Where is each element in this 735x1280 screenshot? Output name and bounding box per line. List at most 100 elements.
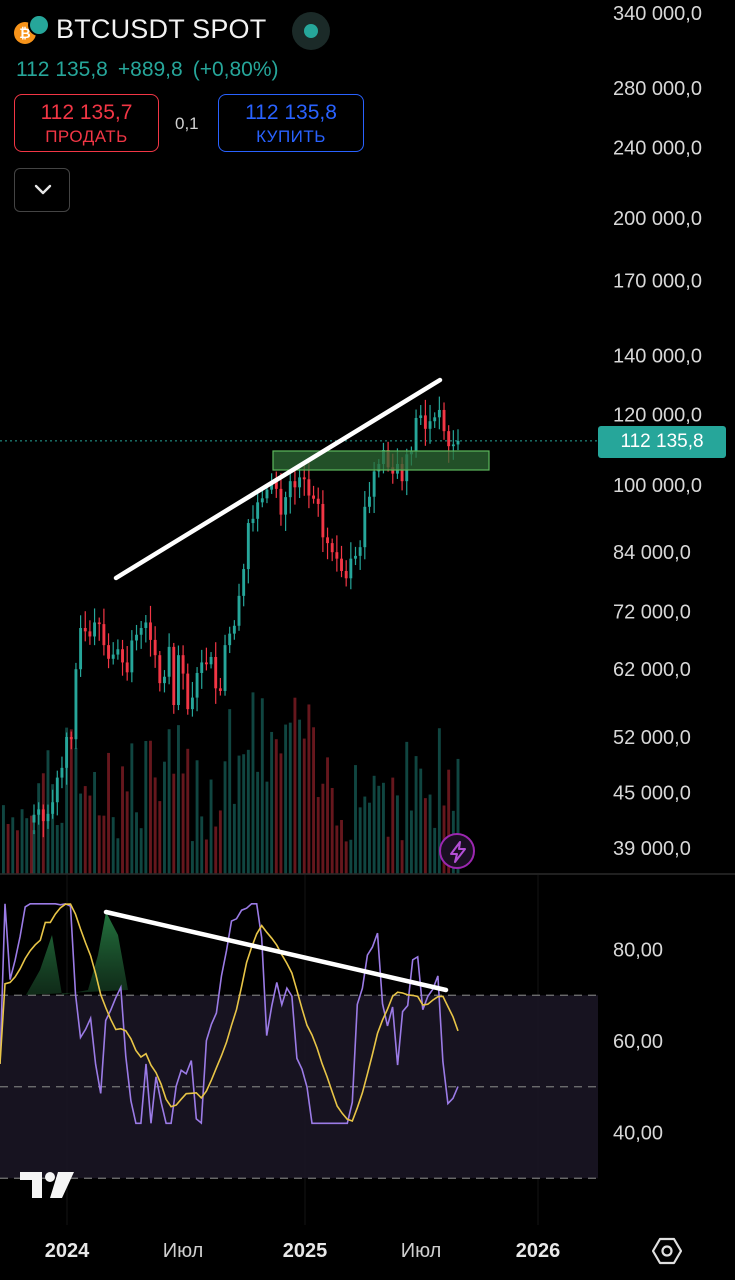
price-change: +889,8 <box>117 58 183 81</box>
volume-bar <box>321 783 325 874</box>
price-axis-label: 240 000,0 <box>613 138 702 160</box>
rsi-ma-line <box>0 903 459 1123</box>
candle-body <box>223 645 227 691</box>
volume-bar <box>288 722 292 874</box>
candle-body <box>302 477 306 480</box>
volume-bar <box>405 741 409 874</box>
settings-icon[interactable] <box>652 1237 682 1265</box>
volume-bar <box>29 815 33 874</box>
volume-bar <box>358 807 362 874</box>
volume-bar <box>144 740 148 874</box>
volume-bar <box>97 815 101 874</box>
rsi-axis-label: 80,00 <box>613 940 663 962</box>
volume-bar <box>372 775 376 874</box>
candle-body <box>74 669 78 740</box>
symbol-title[interactable]: BTCUSDT SPOT <box>56 14 267 44</box>
volume-bar <box>377 785 381 874</box>
candle-body <box>88 631 92 637</box>
candle-body <box>354 555 357 559</box>
volume-bar <box>69 729 73 874</box>
volume-bar <box>93 771 97 874</box>
volume-bar <box>423 798 427 874</box>
flash-button[interactable] <box>439 833 475 869</box>
candle-body <box>32 814 36 823</box>
candle-body <box>330 543 334 553</box>
volume-bar <box>51 784 55 874</box>
candle-body <box>79 627 83 670</box>
last-price-tag: 112 135,8 <box>598 426 726 458</box>
candle-body <box>368 496 371 507</box>
volume-bar <box>32 830 36 874</box>
axes: 340 000,0 280 000,0 240 000,0 200 000,0 170 … <box>45 3 702 1262</box>
volume-bar <box>312 727 316 874</box>
candle-body <box>344 570 348 579</box>
volume-bar <box>433 827 437 874</box>
volume-bar <box>60 822 64 874</box>
buy-price: 112 135,8 <box>245 101 337 124</box>
candles <box>32 396 460 838</box>
volume-bar <box>204 839 208 874</box>
candle-body <box>93 622 97 637</box>
candle-body <box>400 464 404 482</box>
candle-body <box>130 640 134 673</box>
volume-bar <box>83 786 87 874</box>
volume-bar <box>218 810 222 874</box>
candle-body <box>265 489 269 499</box>
candle-body <box>51 802 55 814</box>
exchange-badge-icon <box>28 14 50 36</box>
volume-bar <box>307 704 311 874</box>
volume-bar <box>330 787 334 874</box>
candle-body <box>293 481 297 488</box>
candle-body <box>37 809 41 815</box>
price-axis-label: 340 000,0 <box>613 3 702 25</box>
volume-bar <box>20 809 24 874</box>
candle-body <box>41 809 45 822</box>
volume-bar <box>447 769 451 874</box>
price-axis-label: 120 000,0 <box>613 405 702 427</box>
volume-bar <box>237 755 241 874</box>
candle-body <box>288 481 292 498</box>
candle-body <box>144 622 148 628</box>
candle-body <box>65 737 69 768</box>
price-axis-label: 39 000,0 <box>613 838 691 860</box>
candle-body <box>107 645 110 659</box>
candle-body <box>125 662 129 673</box>
volume-bar <box>181 773 185 874</box>
volume-bar <box>274 739 278 874</box>
volume-bar <box>15 830 19 874</box>
collapse-button[interactable] <box>14 168 70 212</box>
candle-body <box>312 495 316 499</box>
volume-bar <box>107 752 110 874</box>
candle-body <box>414 417 418 451</box>
price-axis-label: 72 000,0 <box>613 602 691 624</box>
volume-bar <box>186 748 190 874</box>
buy-button[interactable]: 112 135,8 КУПИТЬ <box>218 94 364 152</box>
candle-body <box>242 569 246 596</box>
price-axis-label: 280 000,0 <box>613 78 702 100</box>
candle-body <box>46 813 50 822</box>
rsi-line <box>0 902 459 1125</box>
volume-bar <box>139 828 143 874</box>
market-status-button[interactable] <box>292 12 330 50</box>
volume-bar <box>260 698 264 874</box>
volume-bar <box>395 795 399 874</box>
sell-button[interactable]: 112 135,7 ПРОДАТЬ <box>14 94 159 152</box>
volume-bar <box>386 836 390 874</box>
volume-bar <box>223 761 227 874</box>
volume-bar <box>149 740 152 874</box>
candle-body <box>423 415 427 429</box>
volume-bar <box>37 783 41 874</box>
price-axis-label: 100 000,0 <box>613 475 702 497</box>
price-axis-label: 52 000,0 <box>613 727 691 749</box>
volume-bar <box>437 728 441 874</box>
volume-bar <box>6 823 10 874</box>
candle-body <box>340 558 343 571</box>
volume-bar <box>163 761 166 874</box>
candle-body <box>433 417 437 422</box>
price-axis-label: 84 000,0 <box>613 542 691 564</box>
candle-body <box>335 552 339 559</box>
volume-bar <box>279 753 283 874</box>
time-axis-label: 2025 <box>283 1240 328 1262</box>
volume-bar <box>256 771 260 874</box>
